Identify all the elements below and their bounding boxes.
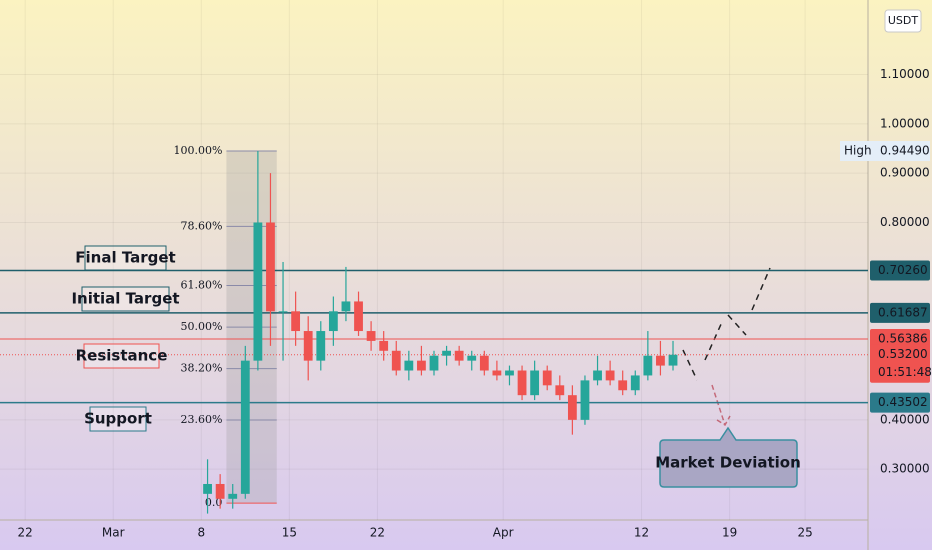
candle-body (567, 395, 577, 420)
price-tag-label: 0.70260 (878, 263, 928, 277)
level-box: Final Target (75, 245, 176, 271)
callout-frame (659, 426, 798, 488)
candle-body (505, 370, 514, 376)
candle-body (479, 355, 489, 371)
candle-body (605, 370, 615, 381)
level-box: Initial Target (71, 286, 180, 312)
candle-body (467, 355, 477, 361)
candle-body (228, 493, 238, 499)
high-name: High (844, 144, 872, 158)
y-tick-label: 0.80000 (880, 215, 930, 229)
candle-body (580, 380, 590, 420)
level-name: Resistance (76, 347, 168, 365)
candle-body (454, 350, 464, 361)
candle-body (593, 370, 602, 381)
price-tag-label: 0.61687 (878, 305, 928, 319)
price-tag (870, 302, 930, 323)
high-label: 0.94490 (880, 144, 930, 158)
fib-label: 50.00% (180, 320, 222, 333)
candle-body (316, 331, 326, 361)
last-price-label: 0.53200 (878, 347, 928, 361)
candle-body (542, 370, 552, 386)
candle-body (391, 350, 401, 371)
candle-body (555, 385, 565, 396)
y-tick-label: 0.40000 (880, 412, 930, 426)
fib-label: 0.0 (205, 496, 223, 509)
price-tag-label: 0.43502 (878, 395, 928, 409)
candle-body (291, 311, 301, 332)
x-tick-label: 8 (197, 526, 205, 540)
high-tag (840, 141, 930, 162)
level-box: Resistance (76, 343, 168, 369)
projection-path (682, 267, 771, 381)
candle-body (668, 354, 678, 366)
candle-body (215, 483, 225, 499)
candle-body (517, 370, 527, 396)
x-tick-label: 25 (797, 526, 812, 540)
x-tick-label: 22 (18, 526, 33, 540)
candle-body (492, 370, 502, 376)
candle-body (404, 360, 414, 371)
candle-body (278, 311, 288, 313)
x-tick-label: 22 (370, 526, 385, 540)
candle-body (630, 375, 640, 391)
candle-body (328, 311, 338, 332)
fib-label: 100.00% (173, 144, 222, 157)
candle-body (266, 222, 275, 312)
candle-body (429, 355, 439, 371)
level-box: Support (84, 406, 152, 432)
y-tick-label: 0.30000 (880, 462, 930, 476)
candle-body (366, 331, 376, 341)
candle-body (303, 331, 313, 361)
level-box-frame (89, 406, 147, 432)
countdown-label: 01:51:48 (878, 365, 932, 379)
level-name: Initial Target (71, 290, 179, 308)
candle-body (656, 355, 665, 366)
candle-body (203, 483, 212, 494)
candle-body (240, 360, 250, 494)
fib-label: 61.80% (180, 279, 222, 292)
price-tag (870, 260, 930, 281)
x-tick-label: Mar (102, 526, 125, 540)
level-box-frame (81, 286, 170, 312)
level-box-frame (83, 343, 160, 369)
x-tick-label: 15 (282, 526, 297, 540)
candle-body (417, 360, 426, 371)
x-tick-label: Apr (493, 526, 514, 540)
callout-text: Market Deviation (655, 454, 801, 472)
y-tick-label: 0.90000 (880, 166, 930, 180)
x-tick-label: 12 (634, 526, 649, 540)
candle-body (442, 350, 451, 356)
candle-body (530, 370, 540, 396)
level-box-frame (84, 245, 167, 271)
fib-label: 38.20% (180, 362, 222, 375)
price-tag (870, 392, 930, 413)
price-tag-label: 0.56386 (878, 332, 928, 346)
candle-body (379, 340, 389, 351)
currency-badge[interactable] (884, 9, 922, 33)
level-name: Support (84, 410, 152, 428)
y-tick-label: 1.00000 (880, 116, 930, 130)
deviation-arrow (711, 384, 731, 427)
candle-body (354, 301, 363, 332)
fib-label: 78.60% (180, 219, 222, 232)
candle-body (341, 301, 351, 312)
x-tick-label: 19 (722, 526, 737, 540)
level-name: Final Target (75, 249, 175, 267)
currency-label: USDT (888, 14, 919, 27)
candle-body (643, 355, 653, 376)
price-tag (870, 329, 930, 350)
candle-body (253, 222, 263, 361)
candle-body (618, 380, 628, 391)
fib-label: 23.60% (180, 413, 222, 426)
y-tick-label: 1.10000 (880, 67, 930, 81)
last-price-tag (870, 344, 930, 383)
